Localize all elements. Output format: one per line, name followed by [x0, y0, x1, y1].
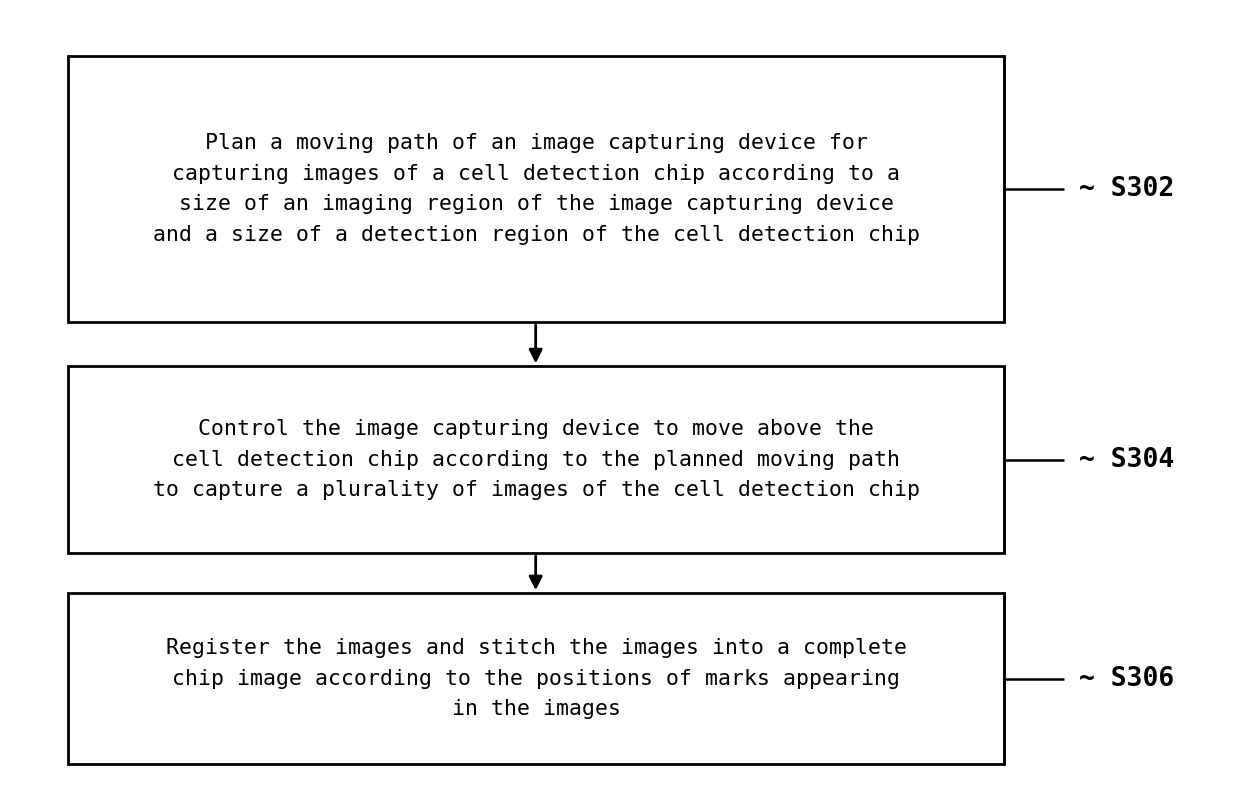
Text: ~ S306: ~ S306 [1079, 666, 1174, 692]
Bar [68, 56, 1004, 322]
Text: ~ S302: ~ S302 [1079, 177, 1174, 202]
Text: Control the image capturing device to move above the
cell detection chip accordi: Control the image capturing device to mo… [153, 419, 920, 500]
Text: Register the images and stitch the images into a complete
chip image according t: Register the images and stitch the image… [166, 638, 906, 719]
Text: Plan a moving path of an image capturing device for
capturing images of a cell d: Plan a moving path of an image capturing… [153, 134, 920, 244]
Bar [68, 366, 1004, 553]
Bar [68, 593, 1004, 764]
Text: ~ S304: ~ S304 [1079, 447, 1174, 473]
